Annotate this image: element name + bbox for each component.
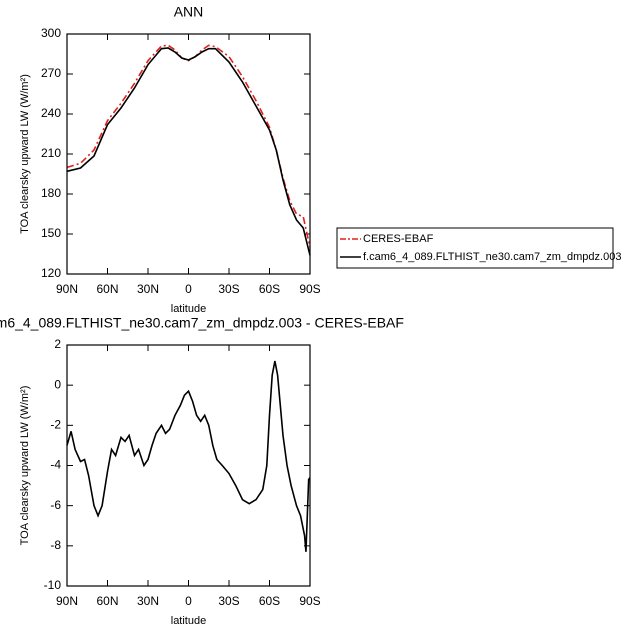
legend-box <box>336 227 614 269</box>
data-line <box>66 360 311 552</box>
legend-label: f.cam6_4_089.FLTHIST_ne30.cam7_zm_dmpdz.… <box>363 251 621 263</box>
x-tick-label: 90S <box>299 594 320 608</box>
x-tick-label: 60S <box>259 594 280 608</box>
x-tick-label: 60N <box>96 594 118 608</box>
x-tick-label: 90N <box>56 282 78 296</box>
x-tick-label: 0 <box>185 282 192 296</box>
x-tick-label: 90S <box>299 282 320 296</box>
x-tick-label: 60S <box>259 282 280 296</box>
y-tick-label: 180 <box>41 186 61 200</box>
y-tick-label: 300 <box>41 26 61 40</box>
y-tick-label: -8 <box>50 538 61 552</box>
y-tick-label: 120 <box>41 266 61 280</box>
x-tick-label: 0 <box>185 594 192 608</box>
y-tick-label: 270 <box>41 66 61 80</box>
y-tick-label: -2 <box>50 418 61 432</box>
y-tick-label: 0 <box>54 377 61 391</box>
chart-title: f.cam6_4_089.FLTHIST_ne30.cam7_zm_dmpdz.… <box>0 315 404 331</box>
x-tick-label: 90N <box>56 594 78 608</box>
x-tick-label: 30S <box>218 282 239 296</box>
y-tick-label: 240 <box>41 106 61 120</box>
x-tick-label: 30N <box>137 594 159 608</box>
x-axis-label: latitude <box>171 615 206 627</box>
x-tick-label: 30N <box>137 282 159 296</box>
y-axis-label: TOA clearsky upward LW (W/m²) <box>19 386 31 546</box>
plot-frame <box>66 33 311 275</box>
x-tick-label: 30S <box>218 594 239 608</box>
y-axis-label: TOA clearsky upward LW (W/m²) <box>19 74 31 234</box>
legend-label: CERES-EBAF <box>363 233 434 245</box>
y-tick-label: 150 <box>41 226 61 240</box>
x-axis-label: latitude <box>171 303 206 315</box>
y-tick-label: 210 <box>41 146 61 160</box>
chart-title: ANN <box>174 4 204 20</box>
y-tick-label: -4 <box>50 458 61 472</box>
y-tick-label: -10 <box>44 578 62 592</box>
data-line <box>66 44 311 248</box>
plot-frame <box>66 344 311 587</box>
x-tick-label: 60N <box>96 282 118 296</box>
y-tick-label: -6 <box>50 498 61 512</box>
y-tick-label: 2 <box>54 337 61 351</box>
data-line <box>66 47 311 256</box>
